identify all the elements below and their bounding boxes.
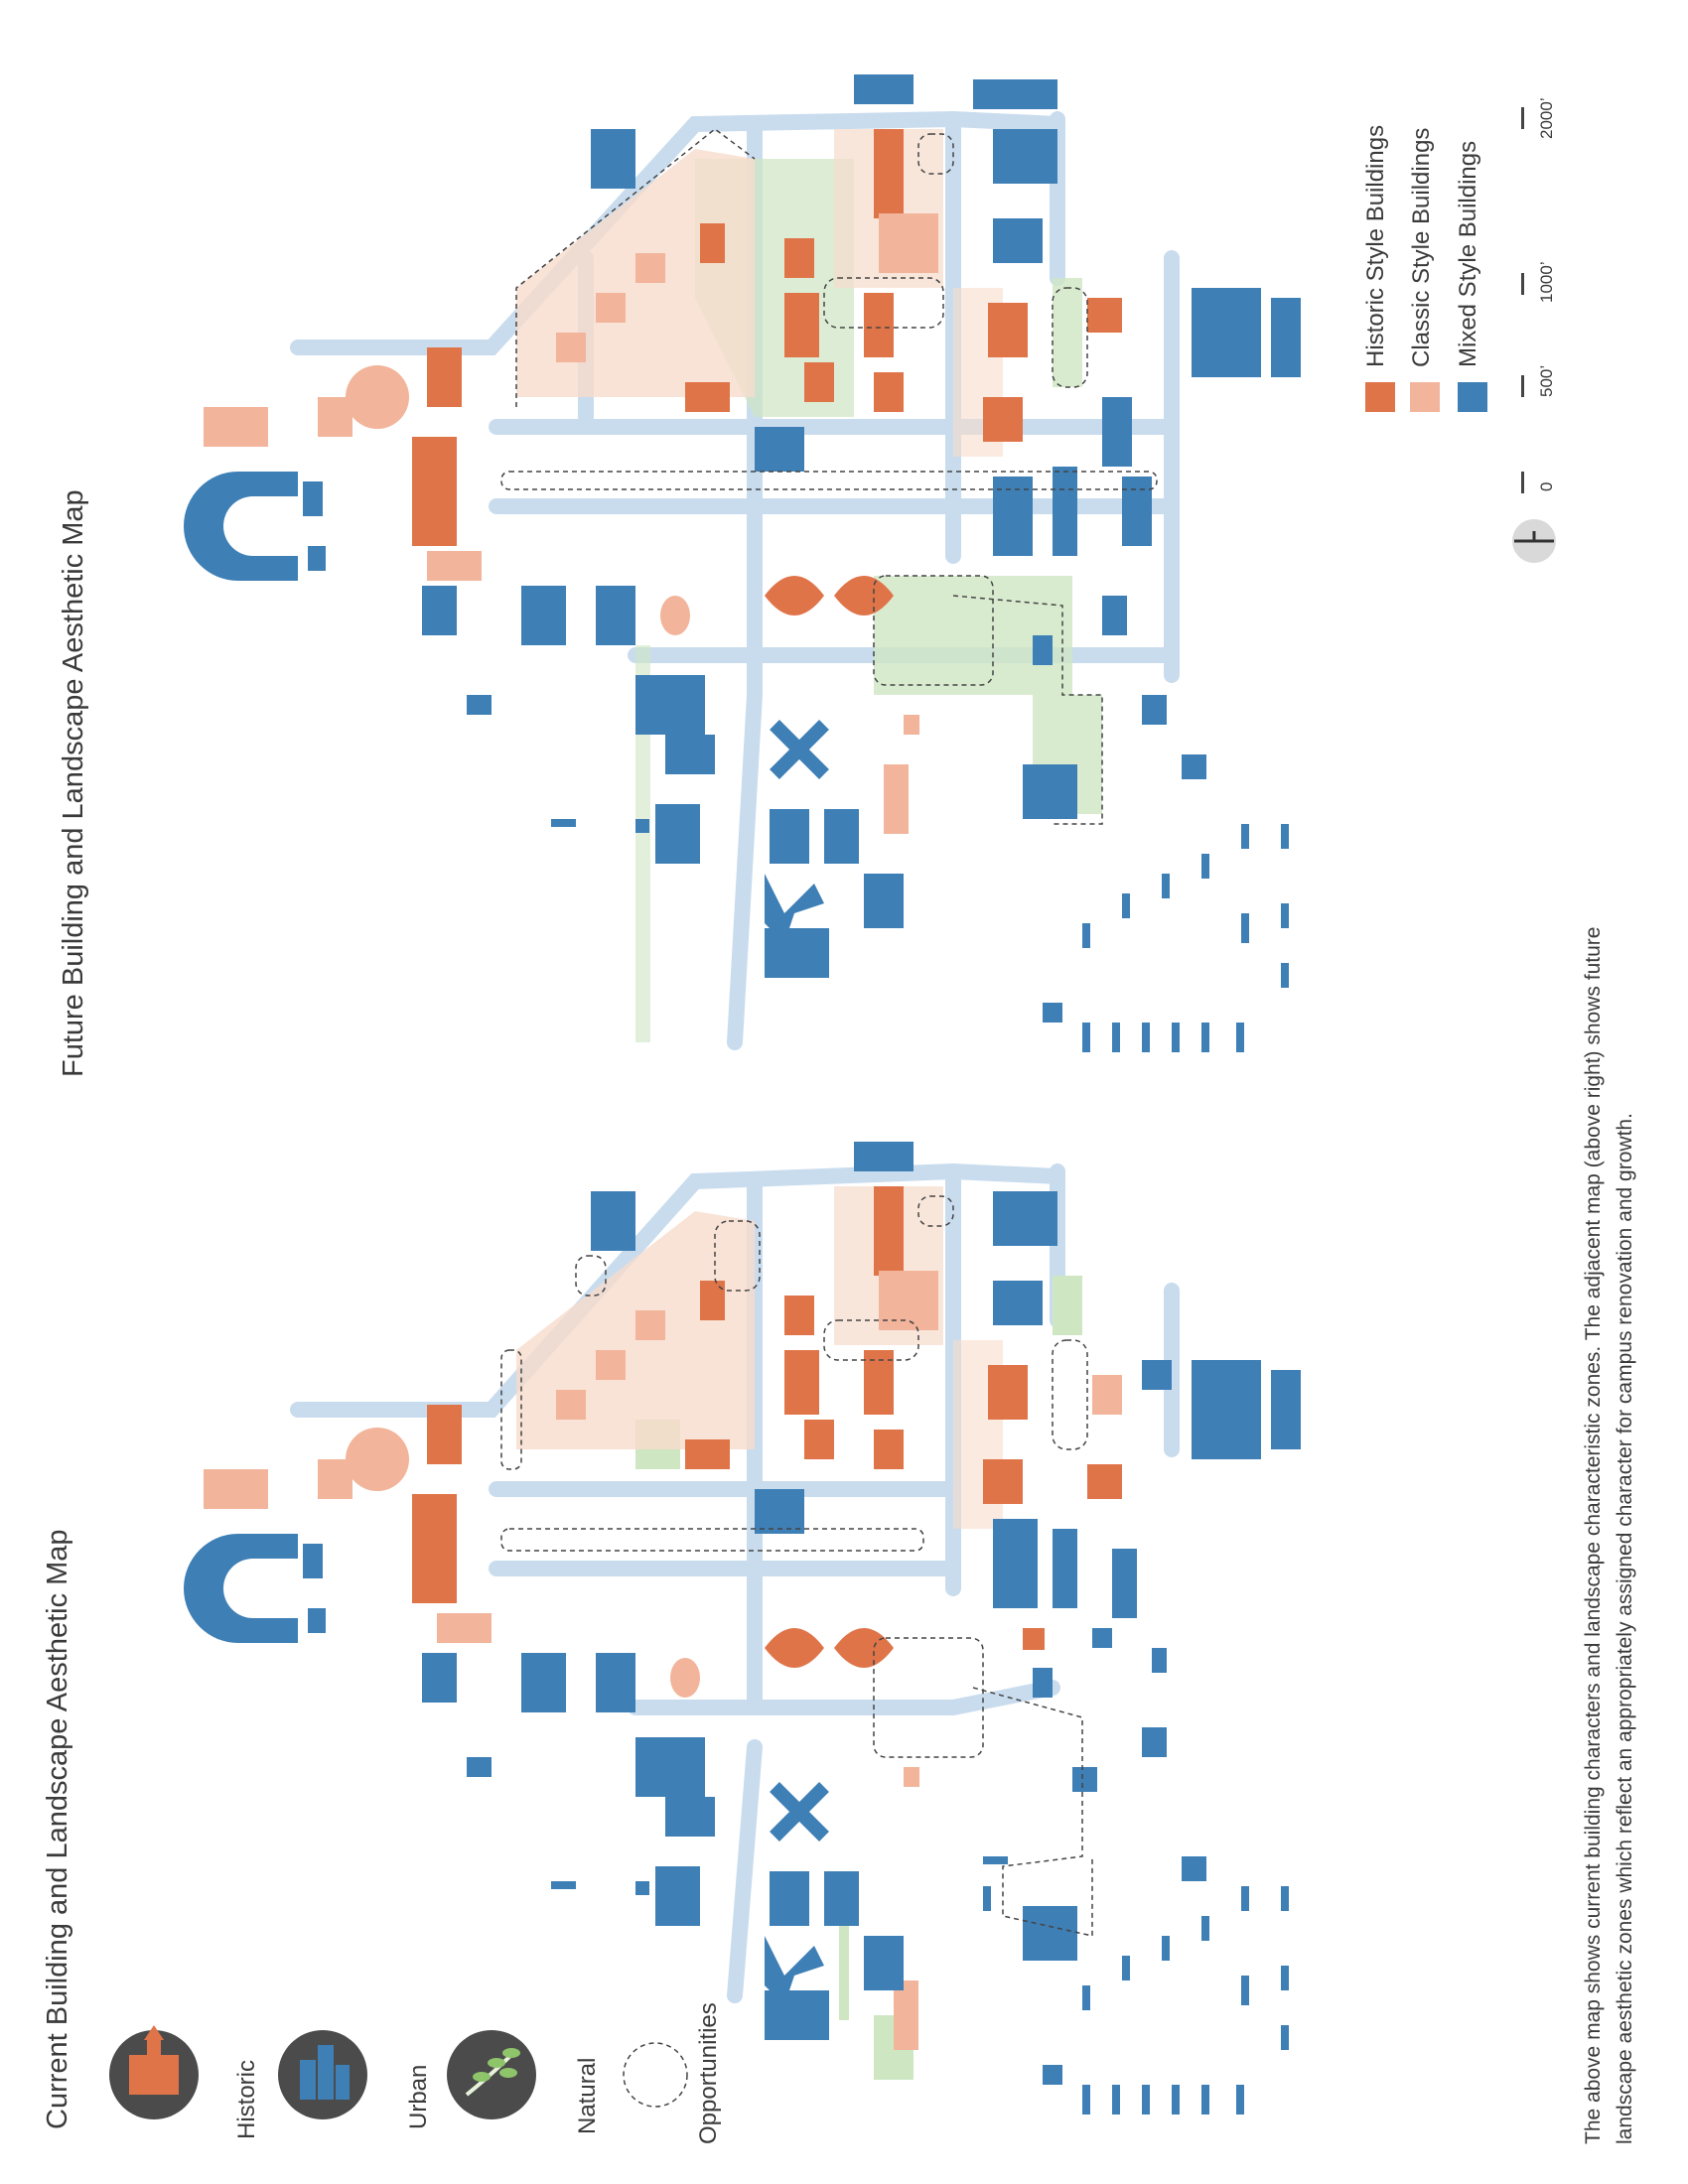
mixed-style-label: Mixed Style Buildings	[1455, 140, 1481, 367]
mixed-swatch	[1458, 382, 1487, 412]
urban-label: Urban	[405, 2064, 432, 2129]
current-map-classic-buildings	[204, 1271, 1122, 2050]
scale-label-500: 500’	[1537, 364, 1556, 397]
historic-building-icon	[129, 2025, 179, 2095]
future-map	[184, 74, 1301, 1052]
historic-label: Historic	[233, 2059, 260, 2139]
caption-line-1: The above map shows current building cha…	[1582, 926, 1605, 2144]
tree-branch-icon	[465, 2048, 520, 2097]
classic-style-label: Classic Style Buildings	[1408, 127, 1435, 367]
current-map-mixed-buildings	[184, 1142, 1301, 2115]
urban-buildings-icon	[300, 2045, 350, 2100]
current-map-historic-buildings	[412, 1186, 1122, 1668]
dashed-circle-icon	[623, 2042, 688, 2108]
scale-label-0: 0	[1537, 481, 1556, 491]
caption-line-2: landscape aesthetic zones which reflect …	[1614, 1113, 1636, 2144]
historic-swatch	[1365, 382, 1395, 412]
opportunities-label: Opportunities	[695, 2002, 722, 2144]
natural-label: Natural	[574, 2057, 601, 2134]
north-arrow-icon	[1512, 519, 1556, 563]
future-map-historic-buildings	[412, 129, 1122, 615]
historic-style-label: Historic Style Buildings	[1362, 124, 1389, 367]
scale-bar	[1521, 107, 1524, 493]
current-map	[184, 1142, 1301, 2115]
icon-legend	[109, 2025, 688, 2119]
future-map-title: Future Building and Landscape Aesthetic …	[58, 489, 89, 1077]
future-map-mixed-buildings	[184, 74, 1301, 1052]
classic-swatch	[1410, 382, 1440, 412]
building-legend-swatches	[1365, 382, 1487, 412]
scale-label-2000: 2000’	[1537, 97, 1556, 139]
future-map-classic-buildings	[204, 213, 938, 834]
current-map-title: Current Building and Landscape Aesthetic…	[42, 1529, 73, 2129]
scale-label-1000: 1000’	[1537, 261, 1556, 303]
current-map-opportunities	[500, 1195, 1093, 1937]
future-map-opportunities	[500, 128, 1158, 825]
